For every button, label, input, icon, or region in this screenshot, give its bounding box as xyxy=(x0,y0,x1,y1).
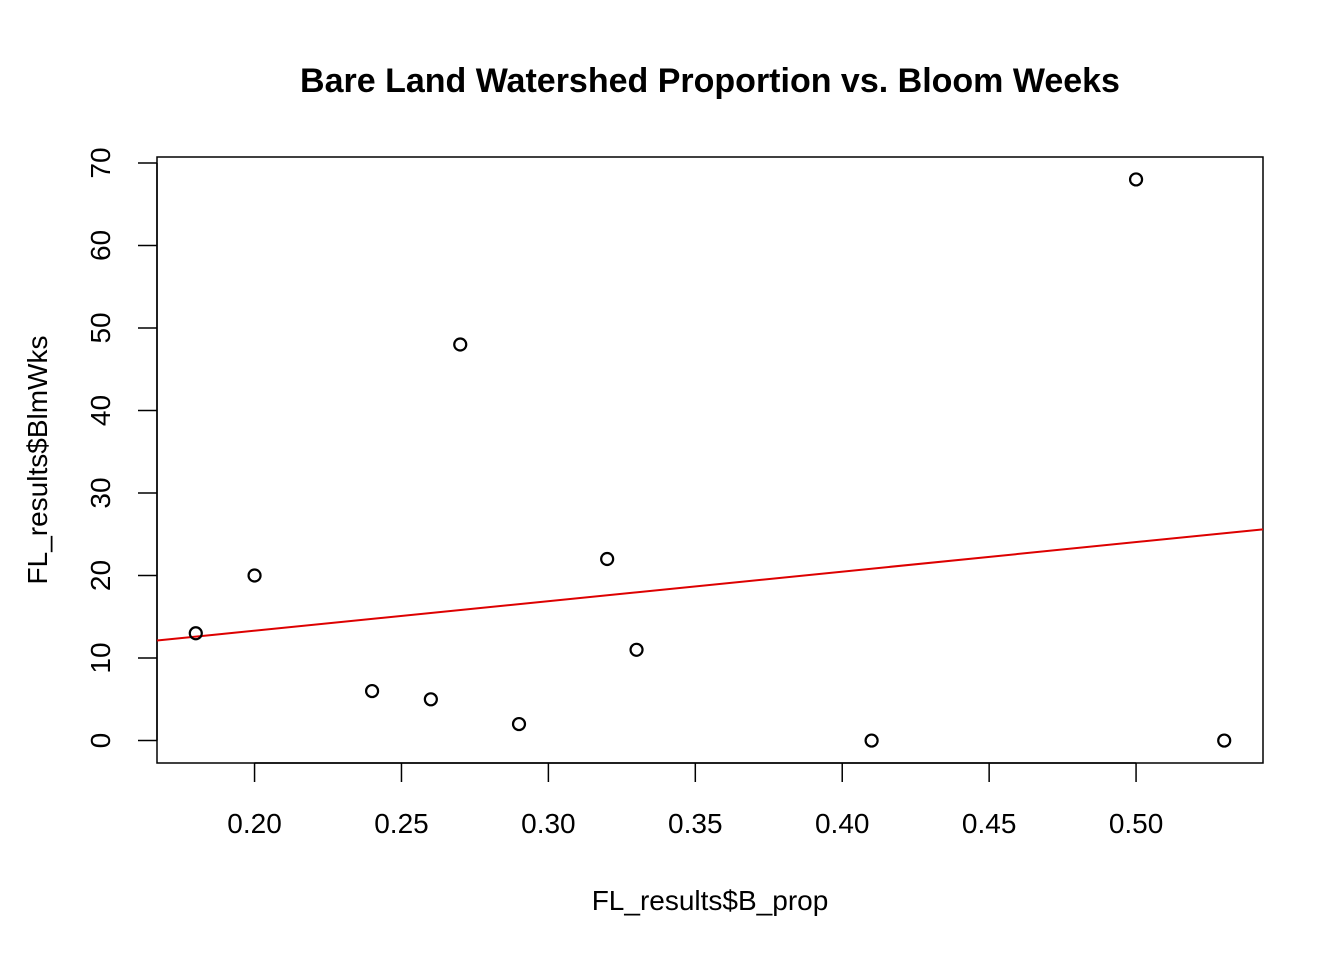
data-point xyxy=(1217,733,1232,748)
x-tick-label: 0.35 xyxy=(668,808,723,839)
x-axis-label: FL_results$B_prop xyxy=(592,885,829,916)
data-point xyxy=(423,692,438,707)
chart-title: Bare Land Watershed Proportion vs. Bloom… xyxy=(300,62,1120,100)
x-axis: 0.20 0.25 0.30 0.35 0.40 0.45 0.50 xyxy=(227,762,1164,839)
data-point xyxy=(629,642,644,657)
data-point xyxy=(188,626,203,641)
data-point xyxy=(600,551,615,567)
y-tick-label: 50 xyxy=(85,312,116,343)
y-tick-label: 10 xyxy=(85,642,116,673)
data-point xyxy=(453,337,468,352)
data-point xyxy=(364,683,380,699)
data-point xyxy=(1128,172,1144,187)
data-point xyxy=(247,568,262,583)
y-axis: 0 10 20 30 40 50 60 70 xyxy=(85,147,158,749)
plot-frame xyxy=(156,156,1264,764)
y-tick-label: 60 xyxy=(85,230,116,261)
y-tick-label: 20 xyxy=(85,560,116,591)
x-tick-label: 0.45 xyxy=(962,808,1017,839)
y-axis-label: FL_results$BlmWks xyxy=(22,336,53,585)
x-tick-label: 0.20 xyxy=(227,808,282,839)
y-tick-label: 40 xyxy=(85,395,116,426)
x-tick-label: 0.40 xyxy=(815,808,870,839)
data-point xyxy=(511,716,527,732)
y-tick-label: 0 xyxy=(85,733,116,749)
y-tick-label: 70 xyxy=(85,147,116,178)
regression-line xyxy=(156,528,1264,642)
data-points xyxy=(188,172,1232,748)
x-tick-label: 0.50 xyxy=(1109,808,1164,839)
data-point xyxy=(864,733,879,748)
x-tick-label: 0.25 xyxy=(374,808,429,839)
x-tick-label: 0.30 xyxy=(521,808,576,839)
y-tick-label: 30 xyxy=(85,477,116,508)
